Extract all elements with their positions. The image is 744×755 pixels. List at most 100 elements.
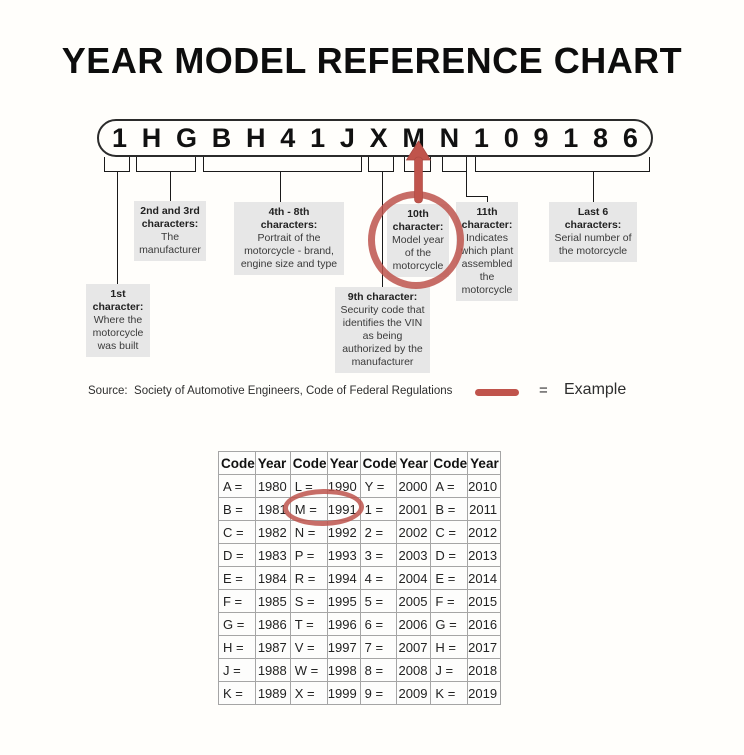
code-cell: K = (218, 681, 256, 705)
code-cell: G = (430, 612, 469, 636)
year-cell: 1984 (254, 566, 291, 590)
table-header-row: Code Year Code Year Code Year Code Year (218, 451, 502, 475)
connector-line-1st (117, 172, 118, 284)
table-row: A = 1980 L = 1990 Y = 2000 A = 2010 (218, 474, 502, 498)
vin-character: 9 (533, 122, 549, 153)
table-header-cell: Year (396, 451, 432, 475)
example-arrow-icon (405, 140, 432, 204)
year-cell: 1980 (254, 474, 291, 498)
year-cell: 2005 (396, 589, 432, 613)
code-cell: J = (218, 658, 256, 682)
year-cell: 1986 (254, 612, 291, 636)
vin-character: 1 (473, 122, 489, 153)
year-cell: 1989 (254, 681, 291, 705)
year-code-table: Code Year Code Year Code Year Code Year A = 1980… (218, 451, 502, 705)
bracket-11th-character (442, 157, 467, 172)
code-cell: 5 = (359, 589, 398, 613)
year-cell: 2018 (467, 658, 502, 682)
table-row: G = 1986 T = 1996 6 = 2006 G = 2016 (218, 612, 502, 636)
code-cell: Y = (359, 474, 398, 498)
table-header-cell: Code (359, 451, 398, 475)
callout-heading: 9th character: (347, 291, 418, 303)
bracket-9th-character (368, 157, 394, 172)
code-cell: A = (430, 474, 469, 498)
code-cell: W = (289, 658, 328, 682)
code-cell: V = (289, 635, 328, 659)
callout-heading: 11th character: (461, 206, 513, 231)
code-cell: B = (430, 497, 469, 521)
year-cell: 1995 (326, 589, 361, 613)
page-title: YEAR MODEL REFERENCE CHART (61, 40, 683, 81)
code-cell: 1 = (359, 497, 398, 521)
source-note: Source: Society of Automotive Engineers,… (88, 385, 453, 397)
code-cell: 7 = (359, 635, 398, 659)
year-cell: 2013 (467, 543, 502, 567)
vin-character: B (211, 122, 232, 153)
code-cell: C = (218, 520, 256, 544)
connector-line-2nd-3rd (170, 172, 171, 202)
table-row: C = 1982 N = 1992 2 = 2002 C = 2012 (218, 520, 502, 544)
callout-2nd-3rd-characters: 2nd and 3rd characters: The manufacturer (134, 201, 206, 261)
code-cell: 2 = (359, 520, 398, 544)
code-cell: L = (289, 474, 328, 498)
year-cell: 1983 (254, 543, 291, 567)
table-row: D = 1983 P = 1993 3 = 2003 D = 2013 (218, 543, 502, 567)
code-cell: E = (218, 566, 256, 590)
vin-character: 8 (593, 122, 609, 153)
callout-1st-character: 1st character: Where the motorcycle was … (86, 284, 150, 357)
year-cell: 1988 (254, 658, 291, 682)
year-cell: 1999 (326, 681, 361, 705)
bracket-last-6-characters (475, 157, 650, 172)
code-cell: E = (430, 566, 469, 590)
year-cell: 2017 (467, 635, 502, 659)
code-cell: M = (289, 497, 328, 521)
code-cell: C = (430, 520, 469, 544)
vin-character: 6 (622, 122, 638, 153)
callout-heading: Last 6 characters: (564, 206, 622, 231)
code-cell: 8 = (359, 658, 398, 682)
bracket-2nd-3rd-characters (136, 157, 196, 172)
table-header-cell: Code (289, 451, 328, 475)
bracket-1st-character (104, 157, 130, 172)
code-cell: 3 = (359, 543, 398, 567)
year-cell: 2014 (467, 566, 502, 590)
callout-heading: 2nd and 3rd characters: (140, 205, 200, 230)
callout-11th-character: 11th character: Indicates which plant as… (456, 202, 518, 301)
year-cell: 1982 (254, 520, 291, 544)
callout-body: The manufacturer (139, 231, 201, 256)
table-row: K = 1989 X = 1999 9 = 2009 K = 2019 (218, 681, 502, 705)
example-line-icon (475, 389, 519, 396)
callout-heading: 4th - 8th characters: (260, 206, 318, 231)
table-row: H = 1987 V = 1997 7 = 2007 H = 2017 (218, 635, 502, 659)
connector-line-11th-drop (487, 196, 488, 203)
vin-character: H (141, 122, 162, 153)
code-cell: F = (218, 589, 256, 613)
year-cell: 2004 (396, 566, 432, 590)
table-header-cell: Year (467, 451, 502, 475)
table-body: A = 1980 L = 1990 Y = 2000 A = 2010 B = 1981 M = 19… (218, 474, 502, 705)
year-cell: 2003 (396, 543, 432, 567)
vin-character: X (369, 122, 388, 153)
table-header-cell: Code (430, 451, 469, 475)
year-cell: 1996 (326, 612, 361, 636)
bracket-4th-8th-characters (203, 157, 362, 172)
code-cell: H = (430, 635, 469, 659)
code-cell: J = (430, 658, 469, 682)
callout-body: Portrait of the motorcycle - brand, engi… (240, 232, 338, 270)
year-cell: 2016 (467, 612, 502, 636)
legend-equals: = (539, 382, 548, 399)
code-cell: G = (218, 612, 256, 636)
year-cell: 2007 (396, 635, 432, 659)
vin-character: 0 (503, 122, 519, 153)
vin-character: 4 (280, 122, 296, 153)
connector-line-last-6 (593, 172, 594, 203)
callout-body: Serial number of the motorcycle (554, 232, 632, 257)
year-cell: 2015 (467, 589, 502, 613)
code-cell: T = (289, 612, 328, 636)
year-cell: 2006 (396, 612, 432, 636)
vin-character: 1 (112, 122, 128, 153)
connector-line-11th-vertical (466, 172, 467, 197)
callout-body: Where the motorcycle was built (92, 314, 144, 352)
